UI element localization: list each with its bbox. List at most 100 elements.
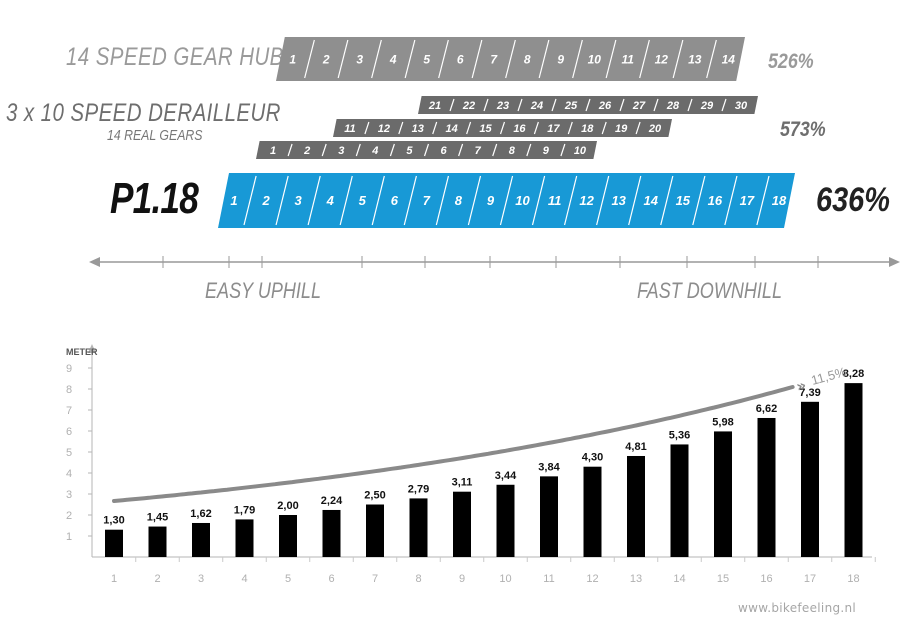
derailleur-ring-1-gear-label: 5 <box>406 145 413 157</box>
y-axis-label: METER <box>66 347 98 357</box>
y-tick-label: 9 <box>66 363 72 375</box>
derailleur-ring-1-gear-divider <box>287 143 293 157</box>
bar <box>757 417 776 557</box>
hub-row-gear-divider <box>471 39 483 79</box>
hub-row-gear-divider <box>371 39 382 79</box>
p118-row-gear-label: 17 <box>740 193 755 208</box>
p118-row-gear-label: 6 <box>391 193 399 208</box>
x-tick-label: 6 <box>328 573 334 585</box>
p118-row-gear-label: 2 <box>261 193 270 208</box>
bar-value-label: 4,81 <box>625 441 646 453</box>
p118-row-gear-divider <box>660 175 674 226</box>
hub-row-gear-divider <box>404 39 416 79</box>
derailleur-ring-3-gear-divider <box>483 98 489 112</box>
bar-value-label: 3,84 <box>538 461 560 473</box>
range-arrow-right <box>889 257 900 267</box>
derailleur-ring-1-gear-label: 9 <box>543 145 550 157</box>
x-tick-label: 12 <box>586 573 598 585</box>
derailleur-ring-2-gear-label: 14 <box>446 123 458 135</box>
hub-row-gear-label: 12 <box>655 52 669 66</box>
derailleur-ring-2-gear-divider <box>398 121 404 135</box>
bar-value-label: 3,11 <box>452 477 473 489</box>
p118-row-gear-divider <box>499 175 514 226</box>
bar-value-label: 6,62 <box>756 403 777 415</box>
derailleur-ring-3-gear-divider <box>653 98 659 112</box>
bar-value-label: 1,45 <box>147 512 168 524</box>
bar <box>148 526 167 557</box>
derailleur-ring-3-gear-label: 21 <box>428 100 441 112</box>
bar <box>279 515 297 557</box>
bar-value-label: 2,24 <box>321 495 343 507</box>
bar <box>322 509 341 557</box>
bar-value-label: 5,36 <box>669 429 690 441</box>
p118-row-gear-label: 7 <box>423 193 431 208</box>
p118-row-gear-divider <box>403 175 417 226</box>
derailleur-ring-3-gear-divider <box>517 98 523 112</box>
bar <box>409 498 428 557</box>
derailleur-ring-2-gear-label: 19 <box>615 123 628 135</box>
p118-row-label: P1.18 <box>110 174 199 223</box>
x-tick-label: 15 <box>717 573 729 585</box>
p118-row-gear-divider <box>435 175 450 226</box>
p118-row-gear-divider <box>724 175 738 226</box>
derailleur-ring-1-gear-divider <box>458 143 464 157</box>
bar-value-label: 3,44 <box>495 470 517 482</box>
hub-row-gear-divider <box>572 39 583 79</box>
bar-value-label: 1,79 <box>234 504 255 516</box>
hub-row-gear-label: 7 <box>490 52 498 66</box>
bar <box>670 444 689 557</box>
hub-row-gear-divider <box>706 39 717 79</box>
hub-row-gear-label: 8 <box>524 52 531 66</box>
x-tick-label: 16 <box>760 573 772 585</box>
range-arrow-left <box>89 257 100 267</box>
hub-range-percent: 526% <box>768 50 814 73</box>
p118-row-gear-label: 8 <box>455 193 463 208</box>
y-axis-arrow <box>88 344 96 353</box>
p118-row-gear-label: 11 <box>548 193 562 208</box>
p118-row-gear-label: 1 <box>230 193 237 208</box>
derailleur-ring-1-gear-divider <box>389 143 395 157</box>
p118-row-gear-label: 18 <box>772 193 787 208</box>
y-tick-label: 4 <box>66 468 72 480</box>
derailleur-ring-1-gear-divider <box>423 143 430 157</box>
derailleur-ring-3-gear-divider <box>551 98 557 112</box>
hub-row-gear-divider <box>438 39 449 79</box>
hub-row-gear-label: 10 <box>588 52 602 66</box>
p118-row-gear-divider <box>371 175 385 226</box>
derailleur-ring-2-gear-label: 18 <box>581 123 594 135</box>
y-tick-label: 5 <box>66 447 72 459</box>
p118-row-gear-divider <box>692 175 706 226</box>
chevron-icon: » <box>794 376 808 396</box>
derailleur-ring-1-gear-divider <box>492 143 498 157</box>
p118-row-gear-divider <box>563 175 578 226</box>
hub-row-gear-label: 3 <box>356 52 363 66</box>
derailleur-sublabel: 14 REAL GEARS <box>107 127 203 144</box>
hub-row-gear-label: 9 <box>557 52 564 66</box>
x-tick-label: 1 <box>111 573 117 585</box>
hub-row-gear-divider <box>337 39 349 79</box>
derailleur-ring-3-gear-divider <box>585 98 591 112</box>
bar-value-label: 8,28 <box>843 368 864 380</box>
bar <box>192 522 210 557</box>
x-tick-label: 7 <box>372 573 378 585</box>
hub-row-gear-label: 5 <box>423 52 430 66</box>
x-tick-label: 9 <box>459 573 465 585</box>
x-tick-label: 5 <box>285 573 291 585</box>
p118-row-gear-divider <box>275 175 289 226</box>
derailleur-ring-1-gear-label: 6 <box>440 145 447 157</box>
derailleur-ring-2-gear-divider <box>466 121 472 135</box>
p118-row-gear-divider <box>307 175 321 226</box>
derailleur-ring-3-gear-label: 29 <box>700 100 714 112</box>
derailleur-ring-3-gear-label: 28 <box>666 100 680 112</box>
hub-row-gear-label: 13 <box>688 52 702 66</box>
bar <box>105 529 123 557</box>
derailleur-ring-1-gear-divider <box>355 143 361 157</box>
hub-row-gear-label: 14 <box>722 52 736 66</box>
hub-row-gear-label: 2 <box>322 52 330 66</box>
p118-row-gear-divider <box>756 175 770 226</box>
bar <box>627 455 645 557</box>
p118-row-gear-divider <box>531 175 546 226</box>
y-tick-label: 8 <box>66 384 72 396</box>
p118-row-gear-label: 12 <box>579 193 594 208</box>
